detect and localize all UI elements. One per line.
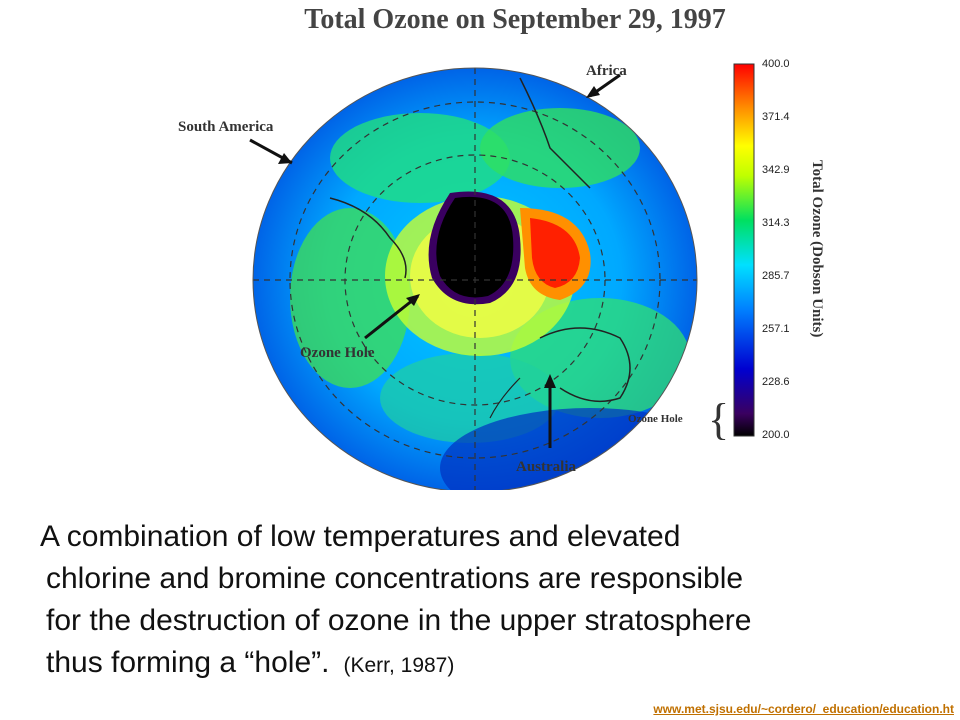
africa-label: Africa (586, 63, 627, 79)
scale-tick-371: 371.4 (762, 111, 790, 123)
scale-tick-257: 257.1 (762, 323, 790, 335)
citation: (Kerr, 1987) (343, 654, 455, 677)
scale-tick-200: 200.0 (762, 429, 790, 441)
scale-tick-343: 342.9 (762, 164, 790, 176)
scale-tick-229: 228.6 (762, 376, 790, 388)
ozone-hole-label: Ozone Hole (300, 345, 375, 361)
source-link[interactable]: www.met.sjsu.edu/~cordero/_education/edu… (653, 702, 954, 716)
scale-tick-314: 314.3 (762, 217, 790, 229)
color-scale-bar (733, 63, 755, 437)
scale-tick-400: 400.0 (762, 58, 790, 70)
caption-line-3: for the destruction of ozone in the uppe… (46, 604, 752, 637)
ozone-hole-arrow (364, 294, 419, 340)
caption-line-2: chlorine and bromine concentrations are … (46, 562, 744, 595)
caption-line-4: thus forming a “hole”. (Kerr, 1987) (40, 642, 930, 687)
caption-line-1: A combination of low temperatures and el… (40, 520, 681, 553)
color-scale-title: Total Ozone (Dobson Units) (809, 160, 825, 338)
ozone-hole-bracket: { (708, 395, 729, 444)
caption: A combination of low temperatures and el… (40, 516, 930, 687)
scale-tick-286: 285.7 (762, 270, 790, 282)
ozone-map-figure: { South America Africa Ozone Hole Austra… (120, 38, 840, 493)
scale-ozone-hole-label: Ozone Hole (628, 413, 683, 425)
australia-label: Australia (516, 459, 576, 475)
caption-line-4-text: thus forming a “hole”. (46, 646, 330, 679)
ozone-map: { (249, 63, 755, 493)
south-america-label: South America (178, 119, 274, 135)
figure-title: Total Ozone on September 29, 1997 (304, 4, 726, 35)
